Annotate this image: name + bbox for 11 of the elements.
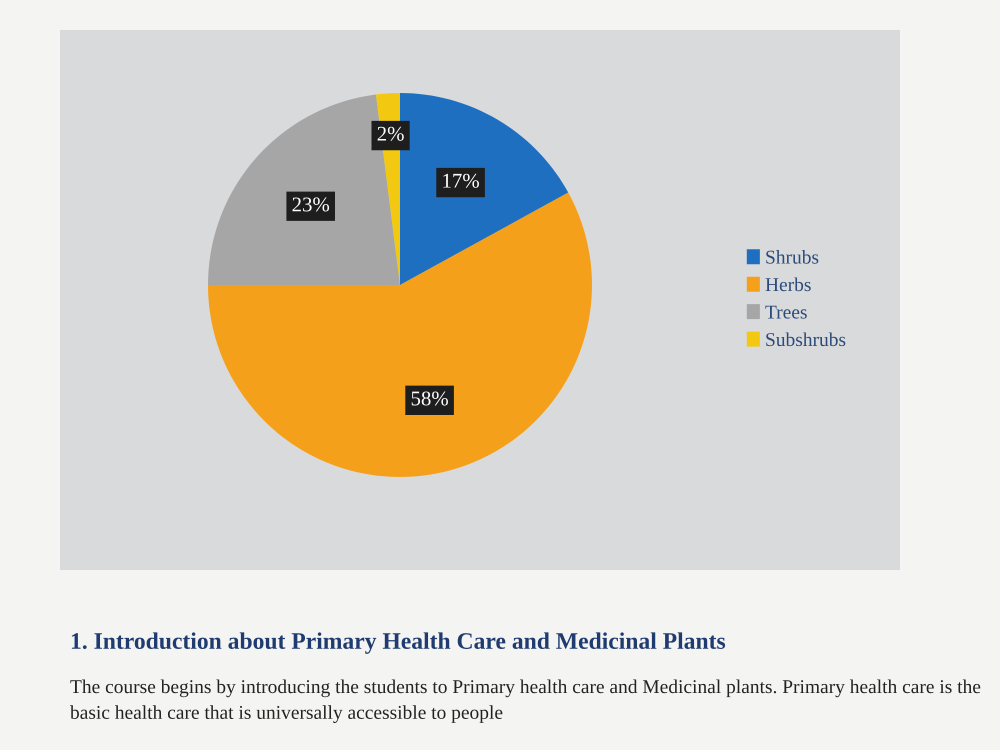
text: 1. Introduction about Primary Health Care and Medicinal Plants (72, 632, 726, 654)
data-label: 17% (443, 174, 479, 188)
data-label: 23% (292, 197, 330, 212)
data-label: 2% (378, 126, 404, 141)
legend-label: Trees (765, 306, 807, 319)
text: The course begins by introducing the students to Primary health care and Medicinal plants. Primary health care is the basic health care that is universally accessible to people (70, 680, 980, 723)
legend-label: Herbs (766, 278, 811, 292)
legend-label: Shrubs (766, 250, 818, 264)
legend-label: Subshrubs (766, 332, 846, 346)
data-label: 58% (412, 391, 448, 406)
pie-slice (208, 192, 592, 477)
